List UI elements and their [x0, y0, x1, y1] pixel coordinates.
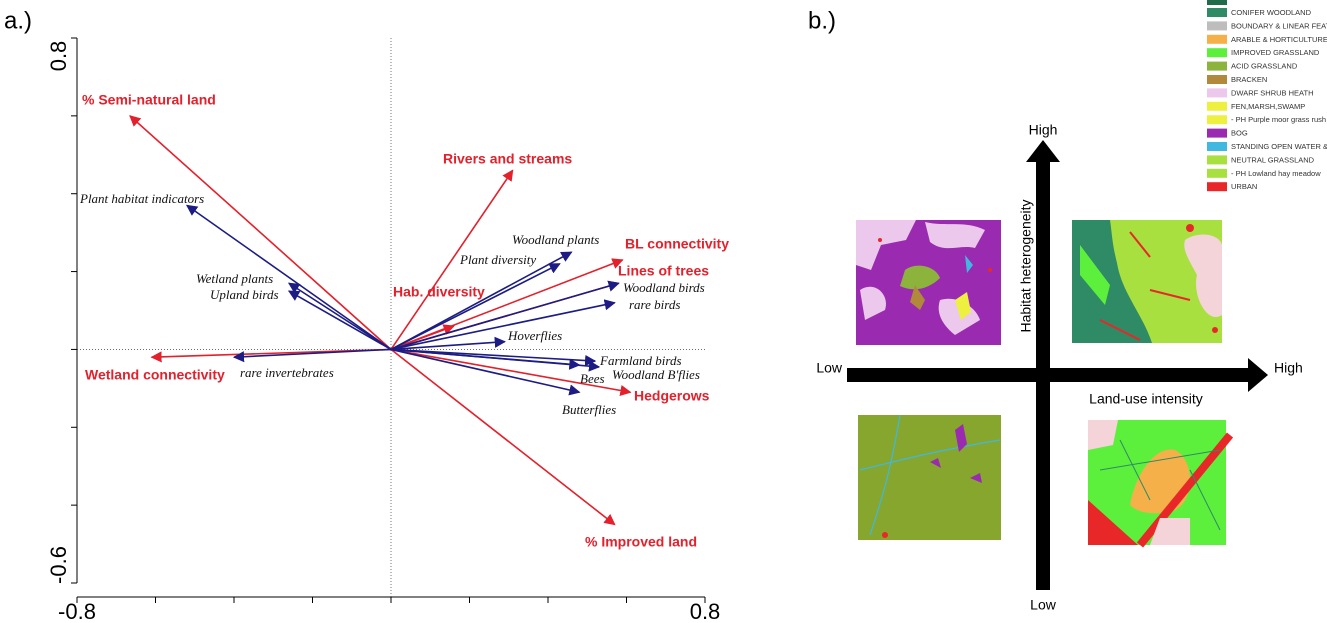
legend-swatch	[1207, 102, 1227, 111]
legend-swatch	[1207, 8, 1227, 17]
legend-label: STANDING OPEN WATER & CANALS	[1231, 142, 1327, 151]
figure: a.) -0.8 0.8 -0.6 0.8 % Semi-natural land Riv…	[0, 0, 1327, 623]
legend-label: DWARF SHRUB HEATH	[1231, 88, 1314, 97]
legend-label: FEN,MARSH,SWAMP	[1231, 102, 1305, 111]
legend-label: BRACKEN	[1231, 75, 1267, 84]
legend-label: CONIFER WOODLAND	[1231, 8, 1312, 17]
vector-label: Hab. diversity	[393, 284, 485, 300]
vector-label: BL connectivity	[625, 236, 729, 252]
legend-swatch	[1207, 115, 1227, 124]
legend-label: ARABLE & HORTICULTURE	[1231, 35, 1327, 44]
y-tick-label: -0.6	[46, 546, 71, 584]
page: a.) -0.8 0.8 -0.6 0.8 % Semi-natural land Riv…	[0, 0, 1327, 623]
x-tick-label: 0.8	[690, 599, 721, 623]
legend-swatch	[1207, 129, 1227, 138]
vector-label: Farmland birds	[599, 353, 682, 368]
biplot: -0.8 0.8 -0.6 0.8 % Semi-natural land Rivers …	[46, 38, 729, 623]
vector-label: Butterflies	[562, 402, 616, 417]
x-tick-label: -0.8	[58, 599, 96, 623]
legend-label: - PH Lowland hay meadow	[1231, 169, 1321, 178]
vector-arrow	[289, 291, 391, 349]
legend-label: ACID GRASSLAND	[1231, 62, 1298, 71]
legend-swatch	[1207, 0, 1227, 5]
y-tick-label: 0.8	[46, 41, 71, 72]
y-axis-low: Low	[1030, 597, 1057, 613]
vector-arrow	[130, 116, 391, 350]
vector-label: rare birds	[629, 297, 680, 312]
vector-label: Bees	[580, 371, 605, 386]
x-axis-label: Land-use intensity	[1089, 391, 1203, 407]
legend-swatch	[1207, 182, 1227, 191]
legend-swatch	[1207, 88, 1227, 97]
y-axis-high: High	[1029, 122, 1058, 138]
vector-label: % Semi-natural land	[82, 92, 216, 108]
vector-label: Woodland birds	[623, 280, 705, 295]
legend-label: - PH Purple moor grass rush pasture	[1231, 115, 1327, 124]
vector-arrow	[391, 349, 599, 367]
vector-label: Woodland B'flies	[612, 367, 700, 382]
legend: CONIFER WOODLAND BOUNDARY & LINEAR FEATUR…	[1207, 0, 1327, 191]
legend-label: BOG	[1231, 129, 1248, 138]
panel-label: b.)	[808, 7, 836, 34]
map-high-heterogeneity-low-intensity	[856, 220, 1001, 345]
legend-swatch	[1207, 62, 1227, 71]
vector-label: Plant diversity	[459, 252, 536, 267]
vector-label: Hedgerows	[634, 388, 710, 404]
x-axis-low: Low	[816, 360, 843, 376]
vector-label: Wetland connectivity	[85, 367, 225, 383]
vector-label: Upland birds	[210, 287, 279, 302]
legend-label: NEUTRAL GRASSLAND	[1231, 155, 1315, 164]
vector-label: Hoverflies	[507, 328, 562, 343]
vector-label: Rivers and streams	[443, 151, 572, 167]
vector-label: Plant habitat indicators	[79, 191, 204, 206]
legend-swatch	[1207, 35, 1227, 44]
legend-swatch	[1207, 21, 1227, 30]
x-axis-high: High	[1274, 360, 1303, 376]
panel-label: a.)	[4, 7, 32, 34]
legend-swatch	[1207, 75, 1227, 84]
legend-label: BOUNDARY & LINEAR FEATURES	[1231, 21, 1327, 30]
map-low-heterogeneity-low-intensity	[858, 415, 1001, 540]
map-high-heterogeneity-high-intensity	[1072, 220, 1222, 343]
vector-label: rare invertebrates	[240, 365, 334, 380]
vector-arrow	[289, 283, 391, 349]
vector-label: Lines of trees	[618, 263, 709, 279]
vector-label: % Improved land	[585, 534, 697, 550]
y-axis-label: Habitat heterogeneity	[1018, 199, 1034, 332]
legend-label: URBAN	[1231, 182, 1257, 191]
legend-swatch	[1207, 48, 1227, 57]
vector-label: Woodland plants	[512, 232, 599, 247]
legend-swatch	[1207, 169, 1227, 178]
vector-label: Wetland plants	[196, 271, 273, 286]
map-low-heterogeneity-high-intensity	[1088, 420, 1230, 545]
legend-label: IMPROVED GRASSLAND	[1231, 48, 1320, 57]
legend-swatch	[1207, 155, 1227, 164]
legend-swatch	[1207, 142, 1227, 151]
